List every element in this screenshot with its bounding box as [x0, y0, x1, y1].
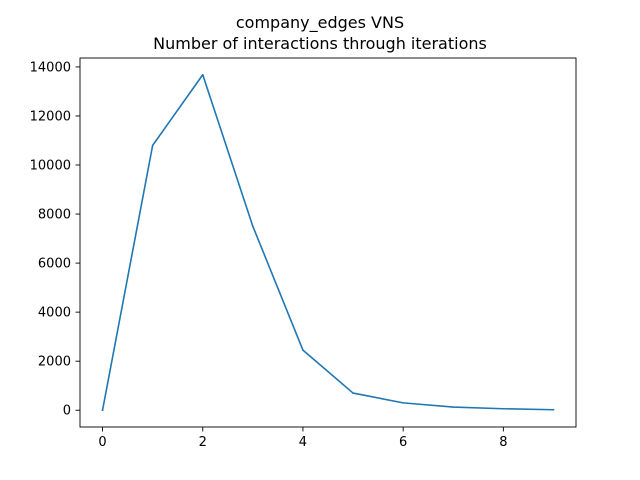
y-tick-label: 8000 [38, 208, 71, 223]
x-axis: 0 2 4 6 8 [98, 427, 507, 450]
data-point [151, 144, 154, 147]
data-point [502, 407, 505, 410]
x-tick-label: 8 [499, 435, 507, 450]
series-line [101, 73, 555, 412]
data-point [452, 406, 455, 408]
x-tick-label: 2 [199, 435, 207, 450]
data-point [552, 408, 555, 411]
plot-frame [79, 57, 577, 428]
chart-title: company_edges VNS [236, 13, 404, 33]
plot-area [80, 58, 576, 427]
chart-subtitle: Number of interactions through iteration… [153, 34, 487, 53]
series-points [101, 73, 555, 412]
data-point [101, 409, 104, 412]
y-tick-label: 2000 [38, 355, 71, 370]
x-tick-label: 6 [399, 435, 407, 450]
y-tick-label: 12000 [30, 109, 71, 124]
data-point [252, 225, 254, 228]
data-point [352, 392, 354, 394]
y-tick-label: 6000 [38, 257, 71, 272]
y-tick-label: 10000 [30, 159, 71, 174]
y-tick-label: 14000 [30, 60, 71, 75]
data-point [201, 73, 204, 76]
x-tick-label: 4 [299, 435, 307, 450]
x-tick-label: 0 [98, 435, 106, 450]
data-point [302, 349, 304, 351]
y-tick-label: 0 [63, 404, 71, 419]
data-point [402, 402, 404, 404]
y-axis: 0 2000 4000 6000 8000 10000 12000 14000 [30, 60, 80, 419]
y-tick-label: 4000 [38, 306, 71, 321]
